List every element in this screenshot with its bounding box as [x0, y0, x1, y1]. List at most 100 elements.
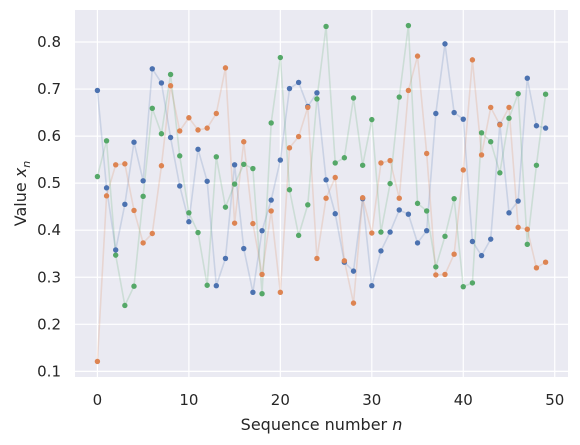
series-3-point — [177, 153, 183, 159]
y-tick-label: 0.8 — [37, 33, 61, 51]
series-3-point — [213, 154, 220, 160]
series-1-point — [113, 247, 119, 253]
series-3-point — [433, 264, 439, 270]
series-2-point — [158, 163, 165, 169]
x-tick-label: 50 — [545, 391, 564, 409]
series-2-point — [533, 265, 540, 271]
series-1-point — [286, 85, 293, 92]
series-1-point — [295, 79, 302, 86]
series-3-point — [113, 252, 119, 258]
series-2-point — [542, 259, 549, 265]
series-1-point — [222, 255, 229, 262]
series-1-point — [177, 183, 183, 189]
y-tick-label: 0.5 — [37, 174, 61, 192]
series-2-point — [149, 230, 155, 237]
series-3-point — [369, 116, 375, 123]
series-3-point — [460, 283, 466, 290]
series-1-point — [241, 245, 247, 252]
series-3-point — [305, 202, 311, 208]
y-tick-label: 0.1 — [37, 362, 61, 380]
series-2-point — [241, 139, 247, 145]
series-2-point — [222, 65, 229, 71]
series-1-point — [423, 227, 430, 234]
plot-background — [75, 10, 568, 377]
grid-lines — [75, 10, 568, 377]
series-2-point — [469, 57, 476, 63]
series-2-point — [423, 150, 430, 157]
series-3-point — [341, 155, 348, 161]
series-3-point — [442, 233, 448, 240]
series-2-point — [268, 208, 274, 214]
series-1-point — [323, 177, 329, 183]
series-3-point — [286, 187, 293, 193]
series-3-point — [478, 130, 485, 136]
series-2-point — [323, 195, 329, 201]
series-2-point — [414, 53, 421, 59]
x-axis-ticks: 0 10 20 30 40 50 — [93, 391, 565, 409]
series-1-point — [442, 41, 448, 47]
series-1-point — [94, 87, 101, 94]
x-tick-label: 0 — [93, 391, 103, 409]
series-3-point — [277, 54, 284, 61]
series-1-point — [158, 80, 165, 86]
x-tick-label: 20 — [271, 391, 290, 409]
series-3-point — [451, 195, 457, 202]
series-2-point — [131, 207, 137, 214]
series-3-point — [158, 131, 165, 137]
series-2-point — [195, 127, 201, 133]
series-2-point — [213, 110, 220, 117]
series-1-point — [369, 283, 375, 289]
series-3-point — [259, 291, 265, 297]
series-1-point — [488, 236, 494, 242]
series-3-point — [268, 120, 274, 126]
series-3-point — [295, 232, 302, 239]
y-tick-label: 0.3 — [37, 268, 61, 286]
series-3-point — [195, 229, 201, 236]
series-2-point — [378, 160, 384, 166]
series-3-point — [423, 208, 430, 214]
series-3-point — [542, 91, 549, 97]
y-tick-label: 0.2 — [37, 315, 61, 333]
y-tick-label: 0.6 — [37, 127, 61, 145]
series-1-point — [460, 116, 466, 122]
series-2-point — [186, 115, 192, 121]
series-2-point — [277, 289, 284, 296]
series-2-point — [94, 358, 101, 365]
series-3-point — [167, 71, 174, 78]
series-2-point — [451, 251, 457, 257]
series-2-point — [177, 128, 183, 134]
series-3-point — [314, 96, 320, 102]
y-tick-label: 0.7 — [37, 80, 61, 98]
series-2-point — [405, 87, 412, 94]
series-1-point — [140, 178, 146, 184]
series-1-point — [231, 162, 238, 168]
series-2-point — [442, 271, 448, 278]
series-3-point — [396, 94, 402, 100]
series-2-point — [359, 195, 366, 201]
series-3-point — [140, 193, 146, 200]
series-1-point — [250, 289, 256, 296]
series-1-point — [469, 238, 476, 245]
series-1-point — [451, 109, 457, 116]
series-1-point — [506, 210, 512, 216]
series-1-point — [103, 185, 110, 191]
series-2-point — [305, 104, 311, 111]
series-3-point — [332, 160, 338, 166]
series-1-point — [533, 123, 540, 129]
series-2-point — [286, 145, 293, 151]
series-2-point — [369, 230, 375, 236]
series-2-point — [332, 174, 338, 181]
series-3-point — [122, 302, 128, 309]
series-1-point — [515, 198, 521, 204]
series-3-point — [387, 180, 393, 187]
series-2-point — [167, 83, 174, 89]
series-2-point — [524, 226, 530, 232]
series-2-point — [387, 157, 393, 164]
series-3-point — [515, 91, 521, 97]
series-2-point — [350, 300, 357, 306]
series-1-point — [204, 178, 210, 184]
series-2-point — [433, 272, 439, 278]
series-3-point — [524, 241, 530, 248]
series-2-point — [460, 167, 466, 173]
